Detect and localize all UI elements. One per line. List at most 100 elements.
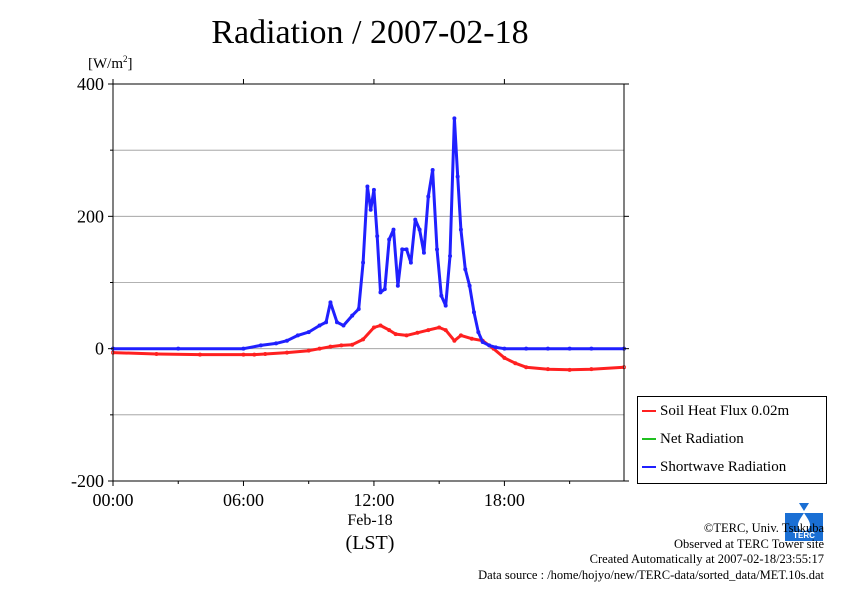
data-point-shortwave-radiation [502, 346, 507, 351]
terc-logo-icon: TERC [785, 503, 823, 541]
data-point-shortwave-radiation [378, 290, 383, 295]
data-point-shortwave-radiation [463, 267, 468, 272]
legend: Soil Heat Flux 0.02m Net Radiation Short… [637, 396, 827, 484]
data-point-shortwave-radiation [448, 254, 453, 259]
legend-item-soil-heat-flux: Soil Heat Flux 0.02m [642, 401, 789, 421]
y-tick-label: 400 [77, 74, 104, 94]
data-point-shortwave-radiation [361, 260, 366, 265]
data-point-soil-heat-flux-0-02m [387, 328, 392, 333]
data-point-shortwave-radiation [382, 287, 387, 292]
data-point-shortwave-radiation [589, 346, 594, 351]
data-point-shortwave-radiation [387, 237, 392, 242]
y-tick-label: 200 [77, 206, 104, 226]
credit-source: Data source : /home/hojyo/new/TERC-data/… [478, 567, 824, 582]
legend-swatch-net-radiation [642, 438, 656, 440]
data-point-shortwave-radiation [545, 346, 550, 351]
credit-site: Observed at TERC Tower site [673, 536, 824, 551]
data-point-soil-heat-flux-0-02m [513, 361, 518, 366]
data-point-soil-heat-flux-0-02m [393, 332, 398, 337]
chart-title: Radiation / 2007-02-18 [211, 14, 529, 51]
data-point-shortwave-radiation [426, 194, 431, 199]
data-point-shortwave-radiation [524, 346, 529, 351]
data-point-soil-heat-flux-0-02m [317, 346, 322, 351]
series-layer [111, 116, 627, 372]
legend-swatch-soil-heat-flux [642, 410, 656, 412]
data-point-shortwave-radiation [480, 340, 485, 345]
unit-prefix: [W/m [88, 56, 123, 72]
data-point-soil-heat-flux-0-02m [328, 344, 333, 349]
data-point-shortwave-radiation [350, 313, 355, 318]
data-point-soil-heat-flux-0-02m [371, 325, 376, 330]
data-point-shortwave-radiation [368, 207, 373, 212]
data-point-soil-heat-flux-0-02m [361, 337, 366, 342]
data-point-shortwave-radiation [391, 227, 396, 232]
data-point-shortwave-radiation [395, 283, 400, 288]
legend-label-soil-heat-flux: Soil Heat Flux 0.02m [660, 402, 790, 419]
data-point-shortwave-radiation [341, 323, 346, 328]
data-point-shortwave-radiation [413, 217, 418, 222]
data-point-soil-heat-flux-0-02m [567, 367, 572, 372]
data-point-soil-heat-flux-0-02m [252, 352, 257, 357]
data-point-soil-heat-flux-0-02m [241, 352, 246, 357]
data-point-shortwave-radiation [274, 341, 279, 346]
data-point-shortwave-radiation [458, 227, 463, 232]
credits: ©TERC, Univ. Tsukuba Observed at TERC To… [478, 521, 824, 583]
data-point-shortwave-radiation [365, 184, 370, 189]
data-point-shortwave-radiation [324, 320, 329, 325]
data-point-shortwave-radiation [408, 260, 413, 265]
data-point-soil-heat-flux-0-02m [197, 352, 202, 357]
x-tick-label: 12:00 [353, 490, 394, 510]
data-point-soil-heat-flux-0-02m [284, 350, 289, 355]
data-point-soil-heat-flux-0-02m [458, 333, 463, 338]
data-point-soil-heat-flux-0-02m [443, 328, 448, 333]
data-point-shortwave-radiation [295, 333, 300, 338]
legend-label-shortwave-radiation: Shortwave Radiation [660, 458, 787, 475]
data-point-shortwave-radiation [567, 346, 572, 351]
legend-item-shortwave-radiation: Shortwave Radiation [642, 457, 786, 477]
data-point-shortwave-radiation [467, 283, 472, 288]
data-point-soil-heat-flux-0-02m [469, 336, 474, 341]
data-point-soil-heat-flux-0-02m [437, 325, 442, 330]
data-point-soil-heat-flux-0-02m [263, 351, 268, 356]
legend-item-net-radiation: Net Radiation [642, 429, 744, 449]
data-point-shortwave-radiation [317, 323, 322, 328]
data-point-shortwave-radiation [404, 247, 409, 252]
x-axis-date-label: Feb-18 [347, 512, 393, 529]
data-point-soil-heat-flux-0-02m [154, 351, 159, 356]
data-point-shortwave-radiation [176, 346, 181, 351]
data-point-shortwave-radiation [375, 234, 380, 239]
unit-suffix: ] [127, 56, 133, 72]
data-point-shortwave-radiation [493, 345, 498, 350]
y-tick-label: -200 [71, 471, 104, 491]
data-point-shortwave-radiation [241, 346, 246, 351]
data-point-shortwave-radiation [455, 174, 460, 179]
data-point-shortwave-radiation [443, 303, 448, 308]
data-point-soil-heat-flux-0-02m [524, 365, 529, 370]
data-point-soil-heat-flux-0-02m [350, 342, 355, 347]
series-line-shortwave-radiation [113, 116, 624, 351]
data-point-shortwave-radiation [439, 293, 444, 298]
x-axis-timezone-label: (LST) [345, 532, 395, 554]
data-point-soil-heat-flux-0-02m [426, 328, 431, 333]
data-point-soil-heat-flux-0-02m [404, 333, 409, 338]
data-point-soil-heat-flux-0-02m [306, 348, 311, 353]
data-point-shortwave-radiation [284, 338, 289, 343]
data-point-shortwave-radiation [371, 187, 376, 192]
credit-copyright: ©TERC, Univ. Tsukuba [703, 521, 824, 535]
data-point-soil-heat-flux-0-02m [378, 323, 383, 328]
data-point-soil-heat-flux-0-02m [339, 343, 344, 348]
y-tick-label: 0 [95, 339, 104, 359]
x-tick-label: 06:00 [223, 490, 264, 510]
data-point-soil-heat-flux-0-02m [452, 338, 457, 343]
data-point-shortwave-radiation [421, 250, 426, 255]
x-tick-label: 18:00 [484, 490, 525, 510]
data-point-shortwave-radiation [258, 343, 263, 348]
data-point-shortwave-radiation [430, 168, 435, 173]
data-point-shortwave-radiation [476, 330, 481, 335]
logo-text: TERC [793, 531, 815, 540]
data-point-soil-heat-flux-0-02m [415, 330, 420, 335]
data-point-shortwave-radiation [487, 343, 492, 348]
data-point-shortwave-radiation [356, 306, 361, 311]
